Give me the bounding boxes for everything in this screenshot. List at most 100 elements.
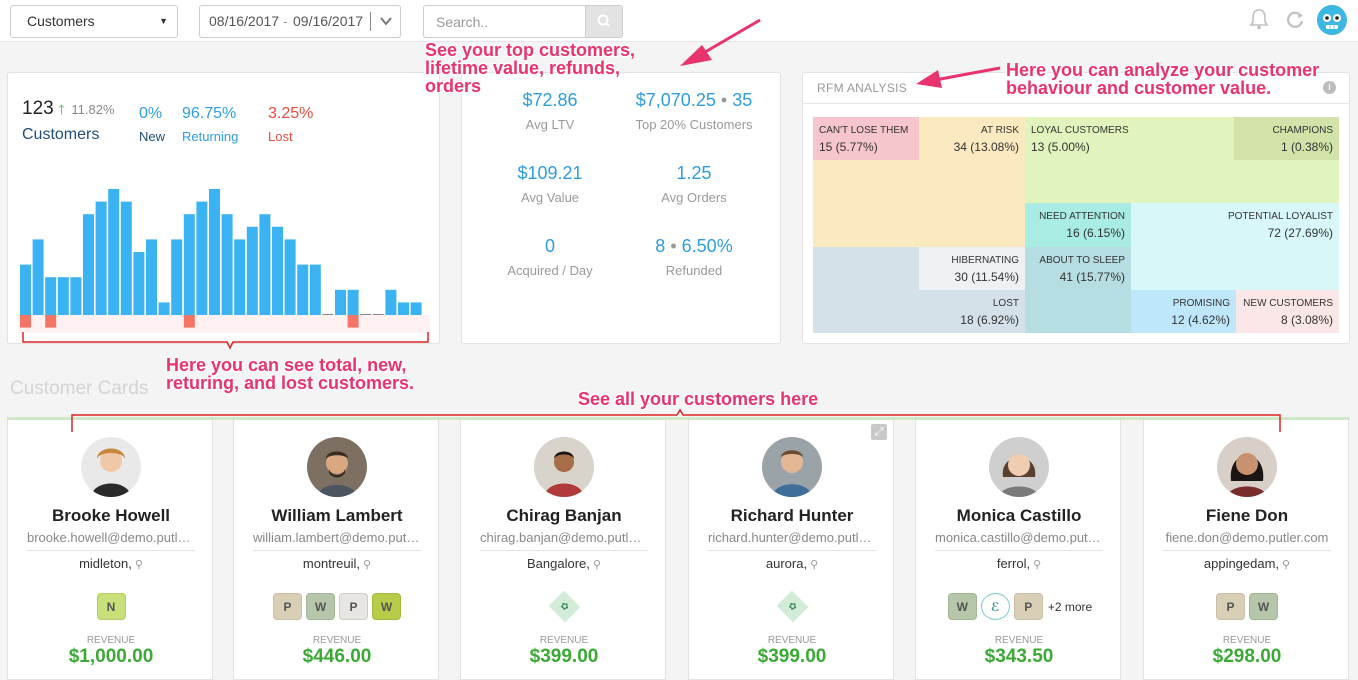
customer-card[interactable]: ⤢ Richard Hunter richard.hunter@demo.put… bbox=[688, 420, 894, 680]
rfm-cell-about-to-sleep[interactable]: ABOUT TO SLEEP 41 (15.77%) bbox=[1025, 247, 1131, 333]
rfm-cell-new-customers[interactable]: NEW CUSTOMERS 8 (3.08%) bbox=[1236, 290, 1339, 333]
refunded-count: 8 bbox=[655, 236, 666, 256]
total-customers-label: Customers bbox=[22, 126, 100, 143]
bar-positive[interactable] bbox=[410, 302, 422, 315]
product-badge-icon: ✿ bbox=[776, 590, 808, 623]
bar-positive[interactable] bbox=[221, 214, 233, 315]
customer-location: appingedam, bbox=[1203, 556, 1280, 571]
expand-icon[interactable]: ⤢ bbox=[871, 424, 887, 440]
bar-positive[interactable] bbox=[183, 214, 195, 315]
returning-label: Returning bbox=[182, 129, 239, 144]
bar-positive[interactable] bbox=[347, 289, 359, 315]
customers-bar-chart bbox=[18, 189, 430, 333]
bar-positive[interactable] bbox=[196, 201, 208, 315]
customer-card[interactable]: Monica Castillo monica.castillo@demo.put… bbox=[915, 420, 1121, 680]
rfm-cell-count: 41 (15.77%) bbox=[1059, 270, 1125, 284]
bar-negative[interactable] bbox=[45, 315, 57, 328]
avg-orders-value: 1.25 bbox=[676, 163, 712, 183]
rfm-cell-label: NEED ATTENTION bbox=[1039, 211, 1125, 222]
refunded-metric: 8 • 6.50% Refunded bbox=[614, 236, 774, 278]
annotation-chart: Here you can see total, new, returing, a… bbox=[166, 355, 415, 393]
avg-ltv-metric: $72.86 Avg LTV bbox=[470, 90, 630, 132]
customer-email: monica.castillo@demo.putler.com bbox=[935, 530, 1103, 551]
returning-value: 96.75% bbox=[182, 105, 237, 122]
product-badges: ✿ bbox=[461, 590, 667, 623]
rfm-cell-loyal[interactable]: LOYAL CUSTOMERS 13 (5.00%) bbox=[1025, 117, 1234, 203]
bar-negative[interactable] bbox=[183, 315, 195, 328]
bar-positive[interactable] bbox=[272, 226, 283, 315]
revenue-value: $298.00 bbox=[1212, 646, 1282, 667]
bar-positive[interactable] bbox=[209, 189, 220, 315]
bar-positive[interactable] bbox=[20, 264, 31, 315]
bar-positive[interactable] bbox=[146, 239, 157, 315]
customer-card[interactable]: William Lambert william.lambert@demo.put… bbox=[233, 420, 439, 680]
bar-positive[interactable] bbox=[83, 214, 94, 315]
customer-email: fiene.don@demo.putler.com bbox=[1163, 530, 1331, 551]
revenue-value: $343.50 bbox=[984, 646, 1054, 667]
rfm-cell-need-attention[interactable]: NEED ATTENTION 16 (6.15%) bbox=[1025, 203, 1131, 247]
bar-positive[interactable] bbox=[133, 252, 145, 315]
date-separator: - bbox=[283, 13, 288, 29]
chevron-down-icon[interactable] bbox=[379, 6, 393, 48]
section-title: Customer Cards bbox=[10, 378, 149, 399]
rfm-cell-champions[interactable]: CHAMPIONS 1 (0.38%) bbox=[1234, 117, 1339, 160]
rfm-cell-count: 72 (27.69%) bbox=[1267, 226, 1333, 240]
bar-positive[interactable] bbox=[335, 289, 346, 315]
bar-positive[interactable] bbox=[246, 226, 258, 315]
bar-negative[interactable] bbox=[20, 315, 31, 328]
more-products-link[interactable]: +2 more bbox=[1047, 599, 1093, 614]
bar-zero bbox=[360, 314, 372, 315]
map-pin-icon: ⚲ bbox=[1282, 559, 1291, 571]
bar-positive[interactable] bbox=[120, 201, 132, 315]
search-input[interactable] bbox=[423, 5, 585, 38]
customer-card[interactable]: Brooke Howell brooke.howell@demo.putler.… bbox=[7, 420, 213, 680]
bar-positive[interactable] bbox=[259, 214, 271, 315]
top20-metric: $7,070.25 • 35 Top 20% Customers bbox=[614, 90, 774, 132]
report-type-select[interactable]: Customers ▼ bbox=[10, 5, 178, 38]
refresh-icon[interactable] bbox=[1283, 7, 1307, 31]
bar-positive[interactable] bbox=[309, 264, 321, 315]
bar-zero bbox=[322, 314, 334, 315]
rfm-cell-cant-lose[interactable]: CAN'T LOSE THEM 15 (5.77%) bbox=[813, 117, 919, 160]
revenue-label: REVENUE bbox=[539, 635, 589, 646]
rfm-cell-count: 12 (4.62%) bbox=[1171, 313, 1230, 327]
rfm-cell-hibernating[interactable]: HIBERNATING 30 (11.54%) bbox=[919, 247, 1025, 290]
bar-positive[interactable] bbox=[45, 277, 57, 315]
date-range-picker[interactable]: 08/16/2017 - 09/16/2017 bbox=[199, 5, 401, 38]
negative-band bbox=[18, 315, 430, 333]
avg-ltv-label: Avg LTV bbox=[525, 117, 575, 132]
bar-positive[interactable] bbox=[398, 302, 409, 315]
bar-positive[interactable] bbox=[158, 302, 170, 315]
bar-positive[interactable] bbox=[284, 239, 296, 315]
rfm-cell-lost[interactable]: LOST 18 (6.92%) bbox=[919, 290, 1025, 333]
bar-positive[interactable] bbox=[32, 239, 44, 315]
rfm-cell-potential-loyalist[interactable]: POTENTIAL LOYALIST 72 (27.69%) bbox=[1131, 203, 1339, 290]
user-avatar[interactable] bbox=[1317, 5, 1347, 35]
bar-positive[interactable] bbox=[70, 277, 82, 315]
customer-location: midleton, bbox=[79, 556, 132, 571]
bar-negative[interactable] bbox=[347, 315, 359, 328]
customer-name: Chirag Banjan bbox=[506, 506, 622, 525]
bar-positive[interactable] bbox=[108, 189, 120, 315]
rfm-cell-at-risk[interactable]: AT RISK 34 (13.08%) bbox=[919, 117, 1025, 247]
bar-positive[interactable] bbox=[297, 264, 309, 315]
revenue-label: REVENUE bbox=[312, 635, 362, 646]
search-button[interactable] bbox=[585, 5, 623, 38]
rfm-cell-promising[interactable]: PROMISING 12 (4.62%) bbox=[1131, 290, 1236, 333]
rfm-cell-hibernating-ext[interactable] bbox=[813, 247, 919, 333]
bar-positive[interactable] bbox=[171, 239, 183, 315]
bar-positive[interactable] bbox=[57, 277, 69, 315]
bar-positive[interactable] bbox=[385, 289, 397, 315]
rfm-cell-at-risk-ext[interactable] bbox=[813, 160, 919, 247]
product-badge-icon: P bbox=[1216, 593, 1245, 620]
product-badges: N bbox=[8, 593, 214, 620]
bar-positive[interactable] bbox=[234, 239, 246, 315]
customer-card[interactable]: Chirag Banjan chirag.banjan@demo.putler.… bbox=[460, 420, 666, 680]
date-to: 09/16/2017 bbox=[293, 13, 364, 29]
rfm-cell-loyal-ext[interactable] bbox=[1234, 160, 1339, 203]
info-icon[interactable]: i bbox=[1323, 81, 1336, 94]
customer-card[interactable]: Fiene Don fiene.don@demo.putler.com appi… bbox=[1143, 420, 1349, 680]
bell-icon[interactable] bbox=[1247, 7, 1271, 31]
product-badge-icon: P bbox=[273, 593, 302, 620]
bar-positive[interactable] bbox=[95, 201, 107, 315]
